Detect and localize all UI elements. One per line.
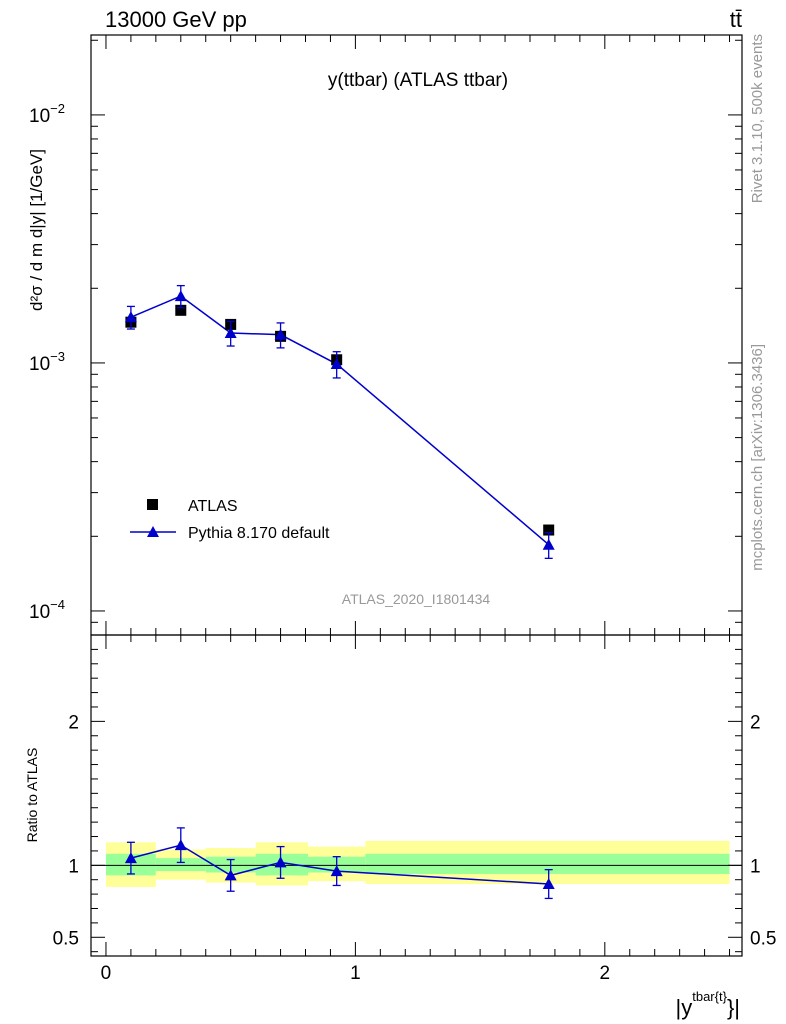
pythia-point [124,311,137,323]
pythia-point [174,290,187,302]
ratio-y-tick-label-right: 2 [750,712,761,733]
ratio-point [124,852,137,864]
ratio-point [542,878,555,890]
x-tick-label: 0 [101,963,112,984]
ratio-band-inner [365,853,730,874]
y-tick-label: 10−3 [29,349,65,375]
legend-pythia-label: Pythia 8.170 default [188,525,330,542]
main-data-layer [124,284,555,559]
ratio-panel: 0.5 0.5 1 1 2 2 0 1 2 Ratio to ATLAS |ytbar{t}}| [24,634,776,1020]
ratio-y-tick-label-left: 0.5 [53,928,79,949]
ratio-point [330,865,343,877]
rivet-label: Rivet 3.1.10, 500k events [749,34,766,203]
ratio-frame [90,634,743,957]
legend-atlas-label: ATLAS [188,498,238,515]
x-tick-label: 2 [600,963,611,984]
ratio-y-axis-label: Ratio to ATLAS [24,748,40,843]
atlas-point [543,524,555,536]
pythia-point [542,538,555,550]
ratio-band-inner [155,858,206,872]
pythia-point [274,328,287,340]
ratio-y-tick-label-right: 1 [750,856,761,877]
pythia-point [330,358,343,370]
atlas-point [175,304,187,316]
process-label: tt̄ [730,7,742,32]
main-title: y(ttbar) (ATLAS ttbar) [328,70,508,91]
legend-atlas-marker [147,499,158,510]
pythia-point [224,327,237,339]
x-axis-label: |ytbar{t}}| [676,989,740,1020]
legend: ATLAS Pythia 8.170 default [130,498,330,542]
main-panel: y(ttbar) (ATLAS ttbar) ATLAS_2020_I18014… [27,34,743,636]
ratio-y-tick-label-right: 0.5 [750,928,776,949]
pythia-line [130,295,550,546]
main-axis-ticks: 10−2 10−3 10−4 [29,35,742,636]
ratio-point [274,856,287,868]
main-frame [90,34,743,636]
y-tick-label: 10−2 [29,101,65,127]
mcplots-label: mcplots.cern.ch [arXiv:1306.3436] [749,344,766,571]
y-tick-label: 10−4 [29,597,65,623]
ratio-pythia-line [130,844,549,885]
ratio-point [224,869,237,881]
ratio-uncertainty-bands [105,840,730,887]
ratio-point [174,839,187,851]
analysis-watermark: ATLAS_2020_I1801434 [342,591,491,607]
x-tick-label: 1 [350,963,361,984]
ratio-y-tick-label-left: 2 [68,712,79,733]
ratio-axis-ticks: 0.5 0.5 1 1 2 2 0 1 2 [53,634,776,984]
ratio-data-layer [124,827,555,900]
ratio-y-tick-label-left: 1 [68,856,79,877]
legend-pythia-marker [147,526,159,537]
main-y-axis-label: d²σ / d m d|y| [1/GeV] [27,149,46,311]
energy-label: 13000 GeV pp [105,7,247,32]
